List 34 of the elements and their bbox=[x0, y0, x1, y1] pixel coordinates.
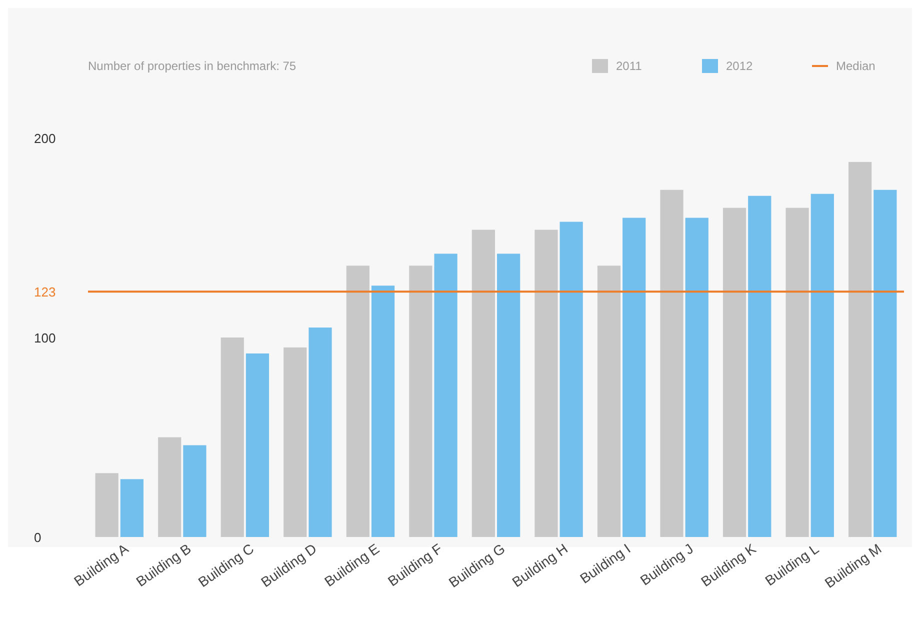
bar bbox=[722, 208, 746, 537]
bar bbox=[597, 266, 621, 537]
bar bbox=[409, 266, 432, 537]
bar bbox=[158, 437, 182, 537]
bar bbox=[95, 473, 118, 537]
bar bbox=[472, 230, 495, 537]
bar bbox=[497, 254, 520, 537]
legend-label: Median bbox=[836, 59, 876, 73]
bar bbox=[685, 218, 708, 537]
y-tick-label: 200 bbox=[34, 131, 56, 146]
bar bbox=[748, 196, 772, 537]
bar bbox=[810, 194, 834, 537]
legend-label: 2011 bbox=[616, 59, 642, 73]
legend-label: 2012 bbox=[726, 59, 754, 73]
y-tick-label: 0 bbox=[34, 530, 42, 545]
bar bbox=[246, 353, 270, 537]
bar bbox=[622, 218, 646, 537]
y-tick-label: 100 bbox=[34, 330, 56, 346]
bar bbox=[874, 190, 897, 537]
bar bbox=[786, 208, 809, 537]
bar bbox=[346, 266, 370, 537]
text: Number of properties in benchmark: 75 bbox=[88, 59, 296, 73]
bar bbox=[220, 338, 244, 537]
bar bbox=[534, 230, 558, 537]
bar bbox=[308, 328, 332, 537]
bar bbox=[120, 479, 144, 537]
y-tick-label: 123 bbox=[34, 284, 56, 300]
bar bbox=[848, 162, 872, 537]
bar bbox=[434, 254, 458, 537]
bar bbox=[183, 445, 206, 537]
bar bbox=[560, 222, 583, 537]
bar bbox=[284, 347, 307, 537]
bar bbox=[371, 286, 395, 537]
bar bbox=[660, 190, 684, 537]
